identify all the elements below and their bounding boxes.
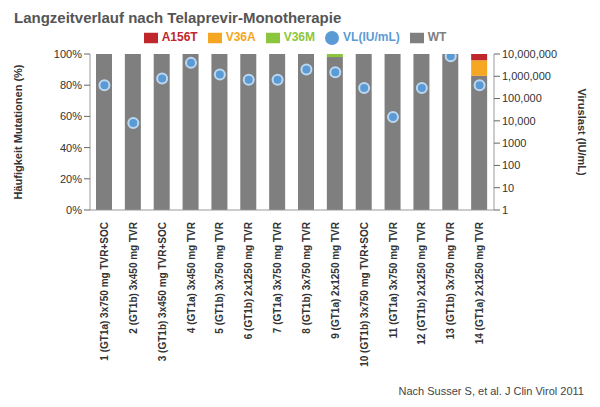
html-text:VL(IU/mL): VL(IU/mL) <box>343 30 400 44</box>
svg-text:80%: 80% <box>60 79 82 91</box>
svg-text:10,000: 10,000 <box>502 115 536 127</box>
svg-text:12 (GT1b) 2x1250 mg TVR: 12 (GT1b) 2x1250 mg TVR <box>416 221 427 345</box>
svg-text:40%: 40% <box>60 142 82 154</box>
svg-text:7 (GT1a) 3x750 mg TVR: 7 (GT1a) 3x750 mg TVR <box>272 221 283 333</box>
svg-text:1000: 1000 <box>502 137 526 149</box>
svg-text:1: 1 <box>502 204 508 216</box>
svg-text:1 (GT1a) 3x750 mg TVR+SOC: 1 (GT1a) 3x750 mg TVR+SOC <box>99 222 110 361</box>
svg-text:100%: 100% <box>54 48 82 60</box>
svg-text:100,000: 100,000 <box>502 92 542 104</box>
svg-text:13 (GT1b) 3x750 mg TVR: 13 (GT1b) 3x750 mg TVR <box>445 221 456 339</box>
svg-text:1,000,000: 1,000,000 <box>502 70 551 82</box>
svg-text:9 (GT1a) 2x1250 mg TVR: 9 (GT1a) 2x1250 mg TVR <box>330 221 341 338</box>
svg-text:100: 100 <box>502 159 520 171</box>
svg-text:3 (GT1b) 3x450 mg TVR+SOC: 3 (GT1b) 3x450 mg TVR+SOC <box>157 222 168 361</box>
svg-text:14 (GT1a) 2x1250 mg TVR: 14 (GT1a) 2x1250 mg TVR <box>474 221 485 344</box>
svg-text:2 (GT1b) 3x450 mg TVR: 2 (GT1b) 3x450 mg TVR <box>128 221 139 333</box>
svg-text:20%: 20% <box>60 173 82 185</box>
svg-text:60%: 60% <box>60 110 82 122</box>
html-text:A156T: A156T <box>161 30 198 44</box>
svg-text:5 (GT1b) 3x750 mg TVR: 5 (GT1b) 3x750 mg TVR <box>214 221 225 333</box>
svg-text:4 (GT1a) 3x450 mg TVR: 4 (GT1a) 3x450 mg TVR <box>186 221 197 333</box>
html-text:V36M: V36M <box>283 30 315 44</box>
svg-text:0%: 0% <box>66 204 82 216</box>
svg-text:8 (GT1b) 3x750 mg TVR: 8 (GT1b) 3x750 mg TVR <box>301 221 312 333</box>
html-text:V36A: V36A <box>225 30 256 44</box>
svg-text:11 (GT1a) 3x750 mg TVR: 11 (GT1a) 3x750 mg TVR <box>388 221 399 338</box>
html-text:Langzeitverlauf nach Telaprevi: Langzeitverlauf nach Telaprevir-Monother… <box>14 9 342 26</box>
html-text:Nach Susser S, et al. J Clin V: Nach Susser S, et al. J Clin Virol 2011 <box>398 385 584 397</box>
svg-text:10: 10 <box>502 182 514 194</box>
html-text:WT: WT <box>427 30 447 44</box>
svg-text:10,000,000: 10,000,000 <box>502 48 557 60</box>
svg-text:Häufigkeit Mutationen (%): Häufigkeit Mutationen (%) <box>12 64 24 199</box>
svg-text:10 (GT1b) 3x750 mg TVR+SOC: 10 (GT1b) 3x750 mg TVR+SOC <box>359 222 370 367</box>
svg-text:Viruslast (IU/mL): Viruslast (IU/mL) <box>576 88 588 176</box>
svg-text:6 (GT1b) 2x1250 mg TVR: 6 (GT1b) 2x1250 mg TVR <box>243 221 254 339</box>
